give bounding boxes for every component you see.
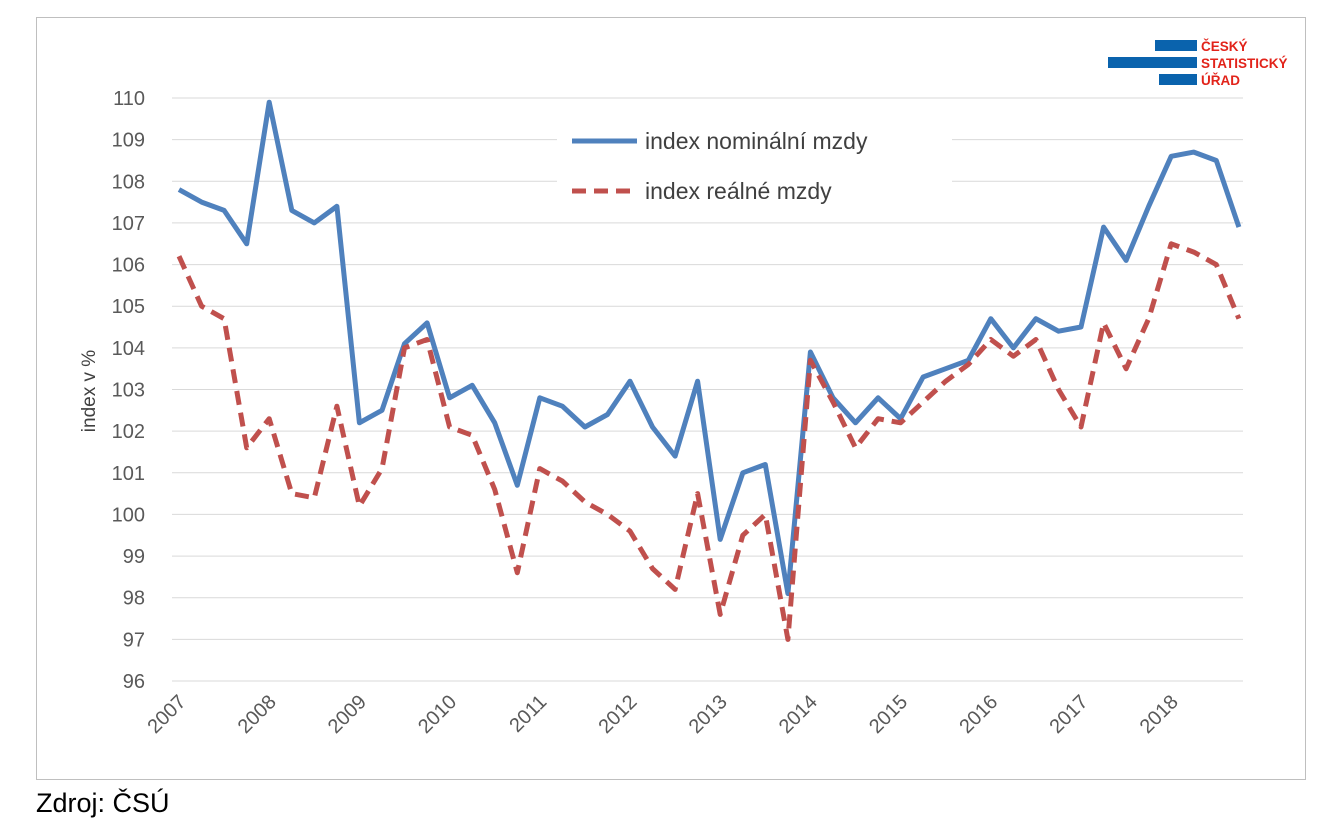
x-tick-label: 2013 [685, 691, 732, 738]
legend-label-real: index reálné mzdy [645, 178, 832, 204]
legend-label-nominal: index nominální mzdy [645, 128, 868, 154]
x-tick-label: 2011 [505, 691, 551, 737]
y-tick-label: 110 [113, 88, 145, 110]
legend: index nominální mzdy index reálné mzdy [557, 113, 952, 218]
x-tick-label: 2007 [144, 691, 191, 738]
x-tick-label: 2016 [955, 691, 1002, 738]
y-axis-label: index v % [79, 350, 100, 432]
y-tick-label: 99 [123, 546, 145, 568]
y-tick-label: 103 [112, 380, 145, 402]
x-tick-label: 2014 [775, 691, 822, 738]
x-tick-label: 2009 [324, 691, 371, 738]
y-tick-label: 108 [112, 171, 145, 193]
logo-bar-3 [1159, 74, 1197, 85]
y-tick-label: 104 [112, 338, 145, 360]
logo-bar-2 [1108, 57, 1197, 68]
x-tick-label: 2008 [234, 691, 281, 738]
series-line-nominal [177, 99, 1242, 597]
logo-text-1: ČESKÝ [1201, 39, 1248, 54]
y-tick-label: 96 [123, 671, 145, 693]
y-tick-label: 105 [112, 296, 145, 318]
csu-logo: ČESKÝ STATISTICKÝ ÚŘAD [1108, 39, 1288, 88]
x-tick-label: 2012 [595, 691, 642, 738]
series-line-real [176, 241, 1242, 642]
y-tick-label: 98 [123, 588, 145, 610]
logo-bar-1 [1155, 40, 1197, 51]
logo-text-2: STATISTICKÝ [1201, 56, 1288, 71]
y-axis-ticks: 96 97 98 99 100 101 102 103 104 105 106 107 108 109 11… [112, 88, 145, 693]
x-tick-label: 2015 [865, 691, 912, 738]
line-chart: 96 97 98 99 100 101 102 103 104 105 106 107 108 109 11… [79, 39, 1288, 738]
y-tick-label: 101 [112, 463, 145, 485]
y-tick-label: 97 [123, 629, 145, 651]
y-tick-label: 109 [112, 130, 145, 152]
y-tick-label: 100 [112, 504, 145, 526]
x-axis-ticks: 2007 2008 2009 2010 2011 2012 2013 2014 2015 2016… [144, 691, 1183, 738]
logo-text-3: ÚŘAD [1201, 73, 1240, 88]
y-tick-label: 106 [112, 255, 145, 277]
y-tick-label: 107 [112, 213, 145, 235]
x-tick-label: 2018 [1136, 691, 1183, 738]
y-tick-label: 102 [112, 421, 145, 443]
x-tick-label: 2010 [414, 691, 461, 738]
series-lines [176, 99, 1242, 642]
x-tick-label: 2017 [1046, 691, 1093, 738]
source-note: Zdroj: ČSÚ [36, 788, 170, 818]
chart-frame: 96 97 98 99 100 101 102 103 104 105 106 107 108 109 11… [36, 17, 1306, 780]
